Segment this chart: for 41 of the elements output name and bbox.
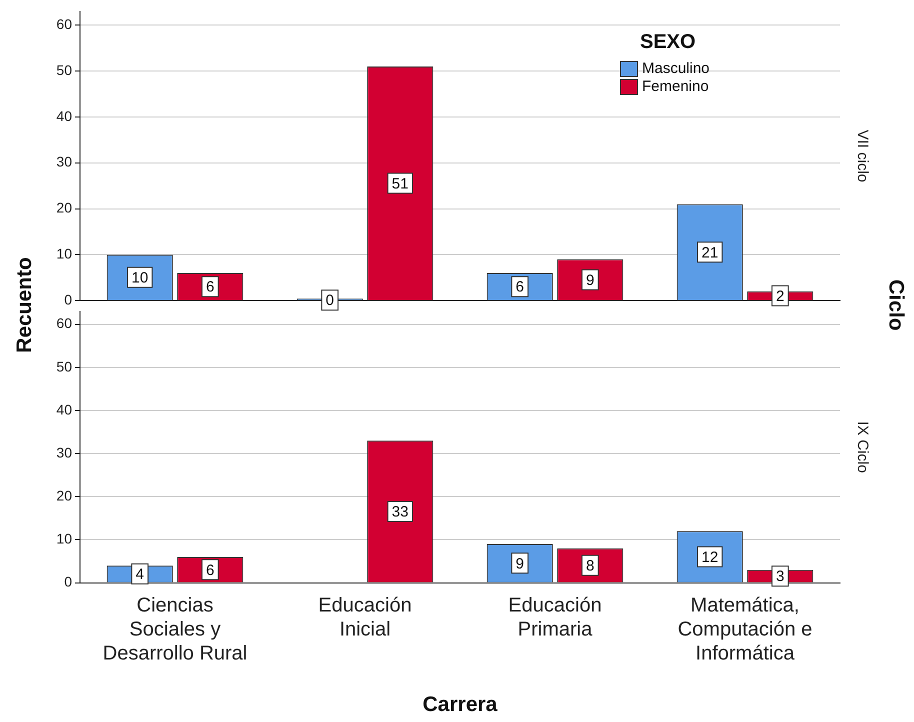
data-label: 0 bbox=[326, 292, 334, 310]
data-label: 21 bbox=[702, 244, 718, 262]
x-axis-title: Carrera bbox=[422, 693, 498, 716]
y-tick-label: 50 bbox=[56, 358, 72, 374]
data-label: 10 bbox=[132, 270, 148, 287]
y-tick-label: 20 bbox=[56, 488, 72, 504]
legend-title: SEXO bbox=[640, 31, 697, 54]
data-label: 6 bbox=[516, 278, 524, 296]
legend-label: Femenino bbox=[641, 78, 710, 96]
y-tick-label: 40 bbox=[56, 108, 72, 124]
data-label: 8 bbox=[586, 557, 594, 574]
y2-axis-title: IX Ciclo bbox=[854, 421, 871, 473]
y-tick-label: 40 bbox=[56, 401, 72, 418]
data-label: 9 bbox=[516, 555, 524, 572]
x-tick-label: Educación Inicial bbox=[318, 594, 412, 640]
y-tick-label: 0 bbox=[64, 291, 72, 308]
y-tick-label: 30 bbox=[56, 154, 72, 170]
y-axis-title: Recuento bbox=[12, 257, 37, 353]
data-label: 6 bbox=[206, 278, 214, 296]
y-tick-label: 50 bbox=[56, 62, 72, 78]
data-label: 3 bbox=[776, 568, 784, 586]
y-tick-label: 60 bbox=[56, 315, 72, 332]
x-tick-label: Ciencias Sociales y Desarrollo Rural bbox=[102, 594, 248, 664]
text: Ciclo bbox=[883, 279, 908, 331]
y2-axis-title: VII ciclo bbox=[854, 130, 871, 182]
data-label: 6 bbox=[206, 562, 214, 579]
x-tick-label: Matemática, Computación e Informática bbox=[678, 594, 812, 664]
data-label: 33 bbox=[392, 504, 408, 521]
y-tick-label: 20 bbox=[56, 200, 72, 216]
data-label: 12 bbox=[702, 548, 718, 566]
data-label: 51 bbox=[392, 175, 408, 192]
y-tick-label: 60 bbox=[56, 16, 72, 32]
y-tick-label: 0 bbox=[64, 574, 72, 590]
data-label: 2 bbox=[776, 288, 784, 305]
legend-label: Masculino bbox=[641, 60, 710, 78]
y-tick-label: 10 bbox=[56, 530, 72, 547]
x-tick-label: Educación Primaria bbox=[508, 594, 602, 640]
y-tick-label: 10 bbox=[56, 246, 72, 262]
y-tick-label: 30 bbox=[56, 444, 72, 460]
data-label: 4 bbox=[136, 566, 144, 584]
data-label: 9 bbox=[586, 272, 594, 289]
